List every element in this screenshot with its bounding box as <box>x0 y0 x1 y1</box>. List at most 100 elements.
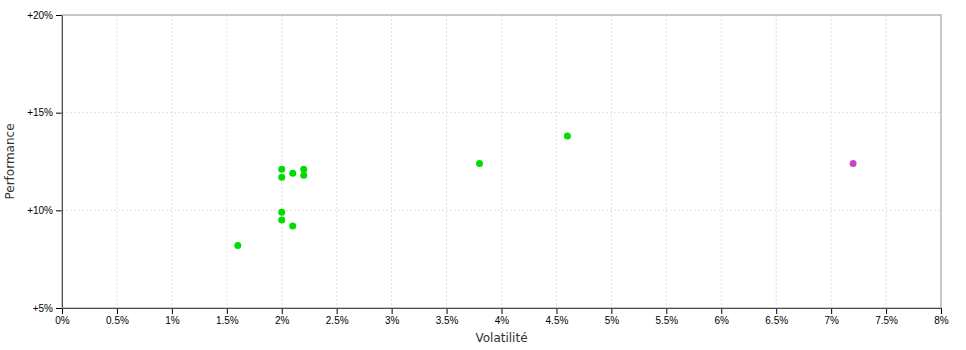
chart: 0% 0.5% 1% 1.5% 2% 2.5% 3% 3.5% 4% 4.5% 5% 5.5% 6% 6.… <box>0 0 966 350</box>
y-tick-mark <box>56 15 62 16</box>
x-tick-mark <box>227 308 228 314</box>
x-tick-label: 2% <box>275 315 290 326</box>
x-tick: 3% <box>385 308 400 326</box>
grid-line-x <box>831 15 832 308</box>
x-tick: 7% <box>824 308 839 326</box>
x-tick-label: 5.5% <box>655 315 678 326</box>
x-tick-mark <box>447 308 448 314</box>
x-tick-mark <box>831 308 832 314</box>
x-tick: 5.5% <box>655 308 678 326</box>
series <box>850 160 857 167</box>
point <box>278 174 285 181</box>
grid-line-x <box>886 15 887 308</box>
point <box>278 217 285 224</box>
x-tick-label: 3.5% <box>436 315 459 326</box>
y-tick-label: +15% <box>27 107 53 118</box>
x-tick-mark <box>392 308 393 314</box>
x-tick-label: 1.5% <box>216 315 239 326</box>
point <box>278 166 285 173</box>
x-tick-label: 4.5% <box>546 315 569 326</box>
grid-line-y <box>62 112 941 113</box>
x-tick-mark <box>776 308 777 314</box>
x-tick: 6% <box>715 308 730 326</box>
point <box>289 222 296 229</box>
y-axis: +5% +10% +15% +20% <box>27 10 62 314</box>
grid-line-x <box>776 15 777 308</box>
grid <box>62 15 941 308</box>
y-tick: +15% <box>27 107 62 118</box>
x-tick-mark <box>941 308 942 314</box>
x-tick: 3.5% <box>436 308 459 326</box>
x-tick: 7.5% <box>875 308 898 326</box>
x-tick-label: 0% <box>55 315 70 326</box>
x-tick: 0% <box>55 308 70 326</box>
x-tick-label: 6% <box>715 315 730 326</box>
x-tick: 2% <box>275 308 290 326</box>
y-tick-label: +20% <box>27 10 53 21</box>
point <box>564 133 571 140</box>
grid-line-x <box>391 15 392 308</box>
x-tick: 1.5% <box>216 308 239 326</box>
grid-line-x <box>226 15 227 308</box>
plot: 0% 0.5% 1% 1.5% 2% 2.5% 3% 3.5% 4% 4.5% 5% 5.5% 6% 6.… <box>27 10 949 326</box>
x-tick-mark <box>502 308 503 314</box>
x-tick-label: 1% <box>165 315 180 326</box>
grid-line-x <box>666 15 667 308</box>
grid-line-x <box>171 15 172 308</box>
y-tick: +10% <box>27 205 62 216</box>
point <box>850 160 857 167</box>
x-tick-label: 4% <box>495 315 510 326</box>
x-tick: 8% <box>934 308 949 326</box>
x-tick-mark <box>117 308 118 314</box>
grid-line-x <box>556 15 557 308</box>
grid-line-x <box>446 15 447 308</box>
x-tick-mark <box>611 308 612 314</box>
x-tick-label: 6.5% <box>765 315 788 326</box>
x-tick: 0.5% <box>106 308 129 326</box>
x-tick-mark <box>666 308 667 314</box>
x-tick-label: 3% <box>385 315 400 326</box>
y-tick-label: +10% <box>27 205 53 216</box>
point <box>278 209 285 216</box>
point <box>300 172 307 179</box>
x-tick-mark <box>556 308 557 314</box>
points <box>234 133 856 249</box>
x-tick-mark <box>721 308 722 314</box>
x-tick-mark <box>172 308 173 314</box>
x-axis-line <box>63 309 942 315</box>
y-tick-mark <box>56 308 62 309</box>
x-tick-label: 2.5% <box>326 315 349 326</box>
plot-frame <box>62 15 941 308</box>
x-tick-mark <box>337 308 338 314</box>
x-tick: 5% <box>605 308 620 326</box>
grid-line-x <box>336 15 337 308</box>
x-tick-label: 0.5% <box>106 315 129 326</box>
x-tick-label: 8% <box>934 315 949 326</box>
series <box>234 133 571 249</box>
grid-line-x <box>281 15 282 308</box>
y-tick-label: +5% <box>33 303 53 314</box>
x-tick: 4% <box>495 308 510 326</box>
y-tick: +20% <box>27 10 62 21</box>
x-axis: 0% 0.5% 1% 1.5% 2% 2.5% 3% 3.5% 4% 4.5% 5% 5.5% 6% 6.… <box>55 308 949 326</box>
grid-line-x <box>721 15 722 308</box>
y-axis-title: Performance <box>3 123 17 199</box>
point <box>289 170 296 177</box>
x-tick: 2.5% <box>326 308 349 326</box>
x-tick-mark <box>282 308 283 314</box>
y-tick-mark <box>56 210 62 211</box>
grid-line-y <box>62 210 941 211</box>
x-tick-mark <box>886 308 887 314</box>
x-tick-label: 5% <box>605 315 620 326</box>
x-tick: 6.5% <box>765 308 788 326</box>
x-tick-label: 7% <box>824 315 839 326</box>
x-tick-label: 7.5% <box>875 315 898 326</box>
point <box>234 242 241 249</box>
grid-line-x <box>501 15 502 308</box>
x-tick: 4.5% <box>546 308 569 326</box>
x-tick: 1% <box>165 308 180 326</box>
point <box>476 160 483 167</box>
grid-line-x <box>611 15 612 308</box>
y-tick: +5% <box>33 303 62 314</box>
y-tick-mark <box>56 113 62 114</box>
